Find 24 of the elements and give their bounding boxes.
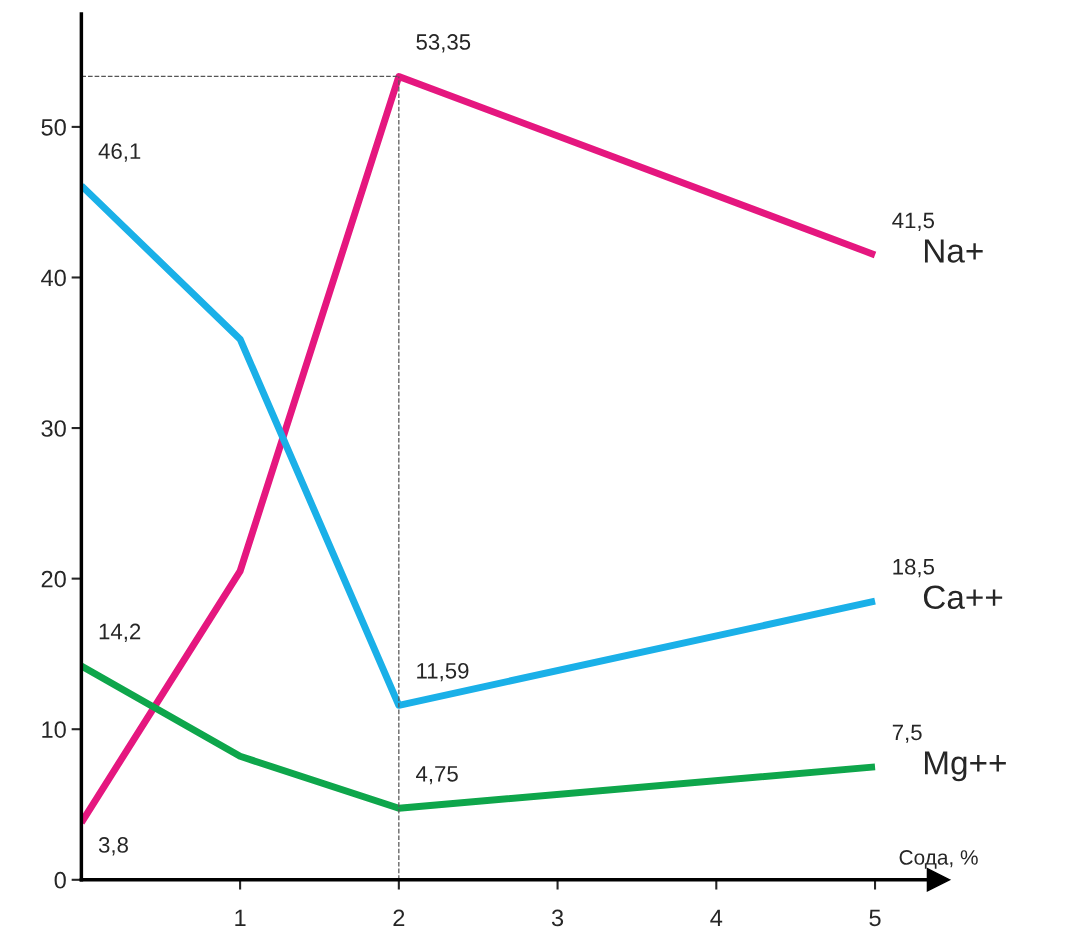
series-label: Na+ [924,239,983,263]
x-tick-label: 4 [710,909,723,927]
data-label: 3,8 [98,837,128,856]
series-label: Mg++ [924,751,1006,782]
series-label: Ca++ [923,585,1003,610]
data-label: 14,2 [99,623,141,642]
y-tick-label: 40 [41,269,66,287]
x-tick-label: 2 [393,909,405,927]
data-label: 7,5 [892,724,922,743]
y-tick-label: 0 [54,871,66,889]
y-tick-label: 50 [41,118,66,136]
x-tick-label: 1 [235,909,246,927]
x-axis-title: Сода, % [899,850,978,869]
data-label: 18,5 [893,558,935,578]
x-tick-label: 3 [551,909,564,927]
y-tick-label: 20 [41,570,66,588]
x-tick-label: 5 [869,909,881,927]
data-label: 53,35 [416,34,471,53]
data-label: 41,5 [892,212,935,231]
data-label: 4,75 [416,766,458,785]
data-label: 46,1 [98,143,141,162]
y-tick-label: 10 [42,721,66,738]
y-tick-label: 30 [41,420,66,437]
data-label: 11,59 [417,662,469,682]
